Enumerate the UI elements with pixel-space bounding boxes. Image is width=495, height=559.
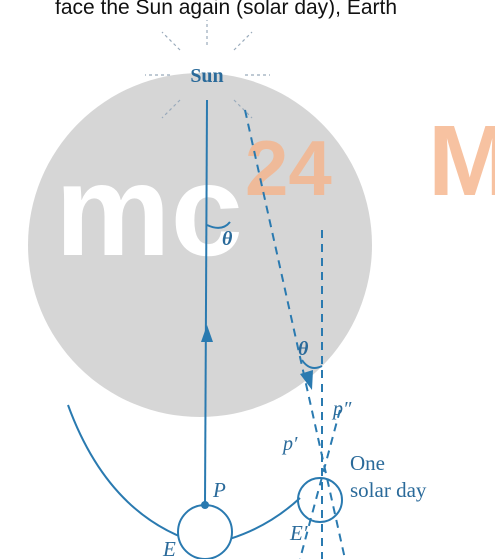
caption: face the Sun again (solar day), Earth	[55, 0, 397, 19]
point-p	[201, 501, 209, 509]
theta-bottom: θ	[298, 338, 309, 360]
earth-e	[177, 504, 233, 559]
sun-label: Sun	[190, 65, 223, 87]
one-label: One	[350, 451, 385, 475]
earth-e-prime	[297, 477, 343, 523]
watermark-circle	[28, 73, 372, 417]
watermark-mc: mc	[55, 137, 243, 283]
angle-arc	[206, 221, 231, 229]
angle-arc-2	[301, 359, 323, 369]
watermark-m: M	[428, 105, 495, 217]
arrow	[201, 325, 213, 342]
dashed-slant	[299, 409, 341, 559]
arrow-2	[300, 370, 313, 390]
dashed-sun-line	[244, 109, 346, 559]
e-prime-label: E′	[289, 521, 308, 545]
watermark: mc 24 M	[28, 73, 495, 417]
theta-top: θ	[222, 228, 233, 250]
e-label: E	[162, 537, 176, 559]
p-prime: p′	[281, 433, 298, 455]
watermark-24: 24	[245, 124, 332, 212]
line-to-sun	[204, 99, 208, 506]
p-double: p″	[331, 398, 352, 420]
solar-day-label: solar day	[350, 478, 427, 502]
p-label: P	[212, 478, 226, 502]
